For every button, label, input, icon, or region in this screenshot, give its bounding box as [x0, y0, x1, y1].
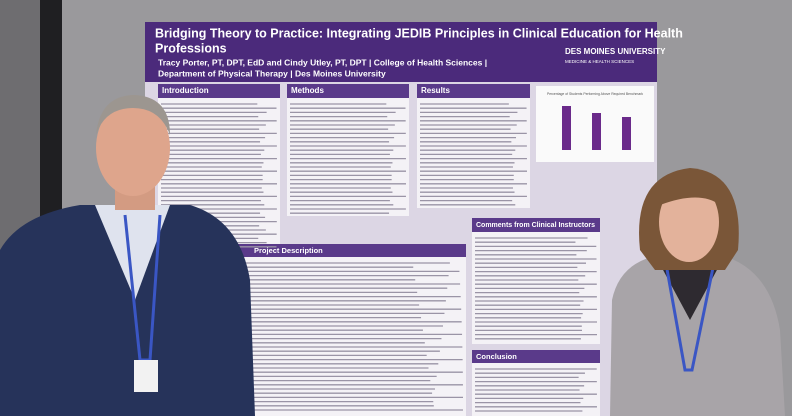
- person-man: [0, 95, 255, 416]
- bangs: [660, 178, 720, 205]
- illegible-text: [161, 103, 597, 412]
- chart-bar: [622, 117, 631, 150]
- section-bar: [472, 350, 600, 363]
- section-title: Conclusion: [476, 352, 517, 361]
- text-block: [417, 98, 530, 208]
- panel-comments: Comments from Clinical Instructors: [472, 218, 600, 344]
- poster-header: [145, 22, 657, 82]
- section-title: Introduction: [162, 86, 209, 95]
- poster-title: Bridging Theory to Practice: Integrating…: [155, 26, 683, 40]
- section-bar: [158, 84, 280, 98]
- panel-conclusion: Conclusion: [472, 350, 600, 416]
- text-block: [287, 98, 409, 216]
- section-title: Comments from Clinical Instructors: [476, 222, 595, 229]
- section-bar: [222, 244, 466, 257]
- section-title: Results: [421, 86, 450, 95]
- face: [659, 182, 719, 262]
- chart-panel: Percentage of Students Performing Above …: [536, 86, 654, 162]
- poster-authors: Department of Physical Therapy | Des Moi…: [158, 68, 386, 78]
- shirt: [95, 205, 170, 300]
- poster-title: Professions: [155, 41, 227, 55]
- person-woman: [610, 168, 785, 416]
- cardigan: [610, 255, 785, 416]
- section-title: Project Description: [254, 246, 323, 255]
- poster-authors: Tracy Porter, PT, DPT, EdD and Cindy Utl…: [158, 57, 487, 67]
- section-bar: [287, 84, 409, 98]
- face: [96, 100, 170, 196]
- text-block: [222, 257, 466, 416]
- top: [655, 255, 725, 320]
- jacket: [0, 205, 255, 416]
- chart-title: Percentage of Students Performing Above …: [547, 92, 643, 96]
- section-bar: [472, 218, 600, 232]
- chart-bar: [562, 106, 571, 150]
- hair: [96, 95, 170, 135]
- section-title: Methods: [291, 86, 324, 95]
- section-bar: [417, 84, 530, 98]
- logo-name: DES MOINES UNIVERSITY: [565, 47, 666, 56]
- logo-tagline: MEDICINE & HEALTH SCIENCES: [565, 59, 634, 64]
- chart-bar: [592, 113, 601, 150]
- badge: [134, 360, 158, 392]
- lanyard: [663, 257, 717, 372]
